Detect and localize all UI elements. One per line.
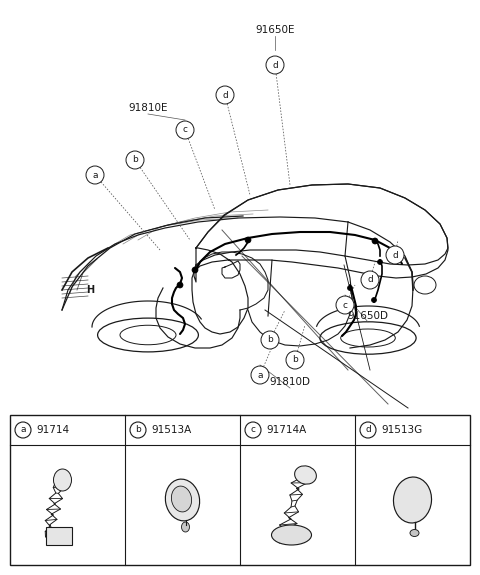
Ellipse shape — [166, 479, 200, 521]
Circle shape — [192, 267, 198, 273]
Text: 91714A: 91714A — [266, 425, 306, 435]
Text: 91714: 91714 — [36, 425, 69, 435]
Ellipse shape — [272, 525, 312, 545]
Text: d: d — [272, 60, 278, 70]
FancyBboxPatch shape — [46, 527, 72, 545]
Text: 91650E: 91650E — [255, 25, 295, 35]
Circle shape — [245, 237, 251, 243]
Ellipse shape — [394, 477, 432, 523]
Text: d: d — [222, 90, 228, 99]
Text: a: a — [92, 171, 98, 179]
Circle shape — [176, 121, 194, 139]
Circle shape — [261, 331, 279, 349]
Circle shape — [361, 271, 379, 289]
Text: b: b — [135, 426, 141, 435]
Circle shape — [245, 422, 261, 438]
Text: d: d — [392, 251, 398, 259]
Text: 91810D: 91810D — [269, 377, 311, 387]
Circle shape — [360, 422, 376, 438]
Circle shape — [216, 86, 234, 104]
Bar — [10, 415, 470, 565]
Circle shape — [386, 246, 404, 264]
Circle shape — [266, 56, 284, 74]
Text: c: c — [251, 426, 255, 435]
Text: b: b — [292, 355, 298, 365]
Text: 91513G: 91513G — [381, 425, 422, 435]
Ellipse shape — [295, 466, 316, 484]
Text: H: H — [86, 285, 94, 295]
Text: c: c — [343, 301, 348, 309]
Text: 91810E: 91810E — [128, 103, 168, 113]
Text: d: d — [367, 275, 373, 285]
Text: c: c — [182, 125, 188, 135]
Circle shape — [251, 366, 269, 384]
Circle shape — [86, 166, 104, 184]
Ellipse shape — [171, 486, 192, 512]
Circle shape — [372, 297, 376, 302]
Ellipse shape — [181, 522, 190, 532]
Circle shape — [130, 422, 146, 438]
Text: b: b — [267, 335, 273, 344]
Text: 91650D: 91650D — [348, 311, 388, 321]
Text: a: a — [257, 370, 263, 380]
Circle shape — [286, 351, 304, 369]
Circle shape — [15, 422, 31, 438]
Circle shape — [372, 238, 378, 244]
Circle shape — [126, 151, 144, 169]
Text: d: d — [365, 426, 371, 435]
Ellipse shape — [53, 469, 72, 491]
Ellipse shape — [410, 530, 419, 536]
Circle shape — [336, 296, 354, 314]
Text: b: b — [132, 155, 138, 164]
Text: 91513A: 91513A — [151, 425, 191, 435]
Circle shape — [377, 259, 383, 264]
Circle shape — [177, 282, 183, 288]
Text: a: a — [20, 426, 26, 435]
Circle shape — [348, 286, 352, 290]
